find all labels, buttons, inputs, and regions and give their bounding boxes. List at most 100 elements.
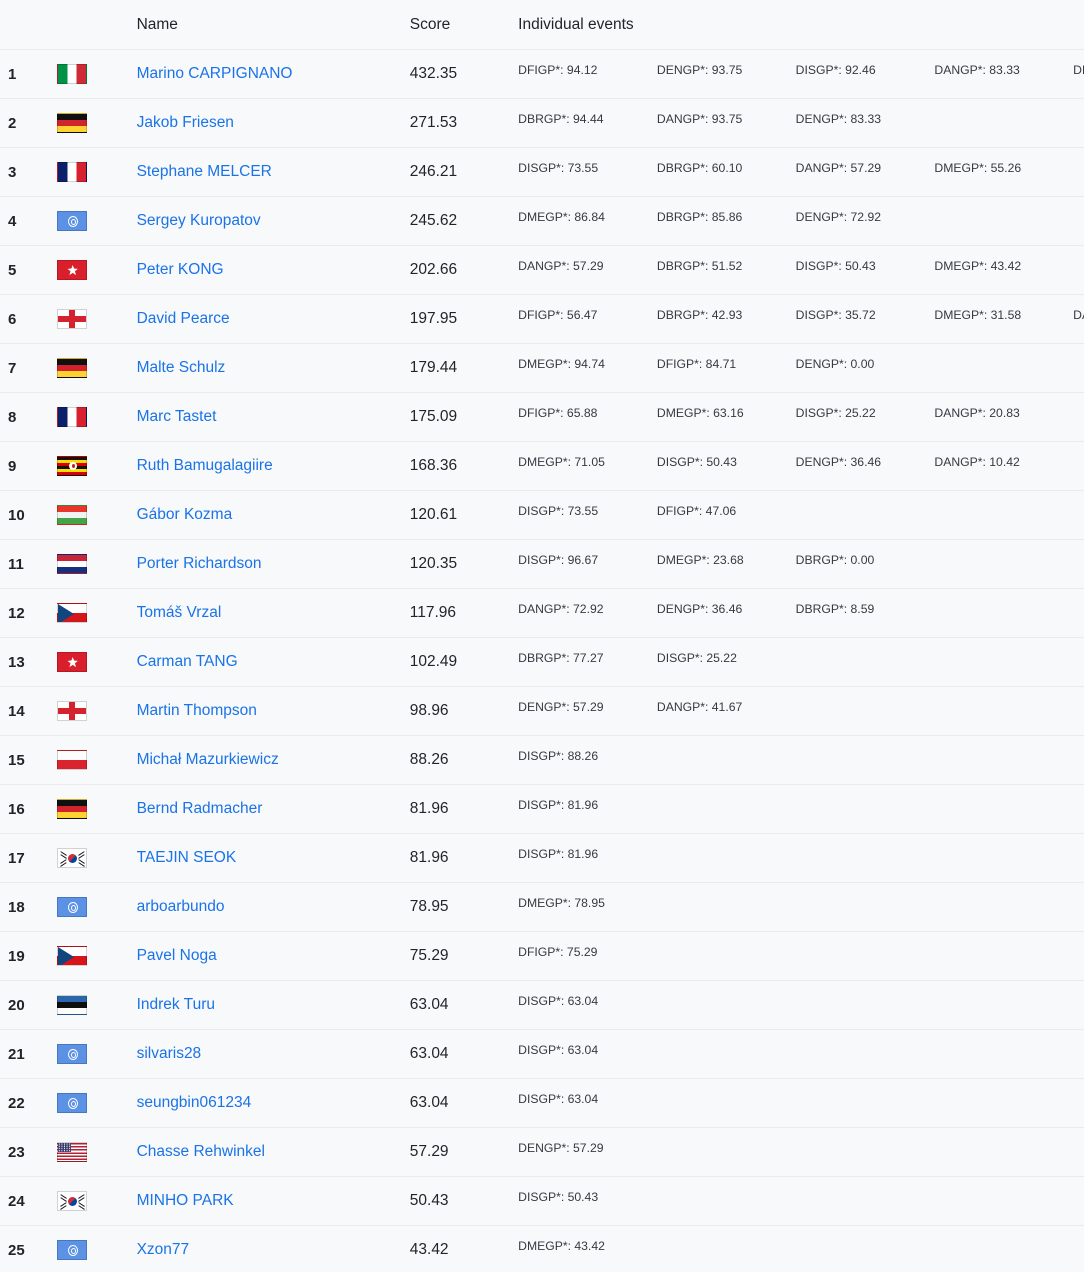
table-row: 8 Marc Tastet 175.09 DFIGP*: 65.88 DMEGP*: 6… <box>0 392 1084 442</box>
player-name-cell[interactable]: Tomáš Vrzal <box>136 588 410 638</box>
player-name-link[interactable]: Porter Richardson <box>136 555 262 572</box>
player-name-cell[interactable]: silvaris28 <box>136 1029 410 1079</box>
player-name-cell[interactable]: Sergey Kuropatov <box>136 196 410 246</box>
player-name-link[interactable]: Stephane MELCER <box>136 163 272 180</box>
player-name-link[interactable]: arboarbundo <box>136 898 225 915</box>
player-name-cell[interactable]: TAEJIN SEOK <box>136 833 410 883</box>
flag-cell <box>54 98 137 148</box>
player-name-cell[interactable]: Stephane MELCER <box>136 147 410 197</box>
flag-cell <box>54 392 137 442</box>
individual-event-cell: DANGP*: 57.29 <box>518 245 657 295</box>
individual-event-cell <box>656 882 796 932</box>
individual-event-cell <box>795 686 935 736</box>
flag-cell <box>54 245 137 295</box>
player-name-cell[interactable]: MINHO PARK <box>136 1176 410 1226</box>
individual-event-cell <box>1073 1078 1084 1128</box>
south-korea-flag <box>57 1191 88 1211</box>
player-name-link[interactable]: Martin Thompson <box>136 702 257 719</box>
rank-cell: 22 <box>0 1078 55 1128</box>
player-name-link[interactable]: Marino CARPIGNANO <box>136 65 293 82</box>
flag-cell <box>54 882 137 932</box>
player-name-cell[interactable]: seungbin061234 <box>136 1078 410 1128</box>
player-name-cell[interactable]: arboarbundo <box>136 882 410 932</box>
table-row: 13 Carman TANG 102.49 DBRGP*: 77.27 DISGP*: … <box>0 637 1084 687</box>
rank-cell: 7 <box>0 343 55 393</box>
individual-event-cell: DISGP*: 63.04 <box>518 1078 657 1128</box>
individual-event-cell: DISGP*: 88.26 <box>518 735 657 785</box>
table-row: 1 Marino CARPIGNANO 432.35 DFIGP*: 94.12 DEN… <box>0 49 1084 99</box>
player-name-cell[interactable]: Ruth Bamugalagiire <box>136 441 410 491</box>
player-name-link[interactable]: Malte Schulz <box>136 359 226 376</box>
table-row: 7 Malte Schulz 179.44 DMEGP*: 94.74 DFIGP*: … <box>0 343 1084 393</box>
individual-event-cell: DANGP*: 31.25 <box>1073 294 1084 344</box>
player-name-cell[interactable]: Malte Schulz <box>136 343 410 393</box>
rank-cell: 3 <box>0 147 55 197</box>
player-name-link[interactable]: Ruth Bamugalagiire <box>136 457 273 474</box>
player-name-cell[interactable]: Xzon77 <box>136 1225 410 1272</box>
rank-cell: 11 <box>0 539 55 589</box>
player-name-link[interactable]: Peter KONG <box>136 261 224 278</box>
player-name-cell[interactable]: Porter Richardson <box>136 539 410 589</box>
player-name-link[interactable]: David Pearce <box>136 310 230 327</box>
player-name-cell[interactable]: Michał Mazurkiewicz <box>136 735 410 785</box>
player-name-cell[interactable]: Chasse Rehwinkel <box>136 1127 410 1177</box>
player-name-link[interactable]: TAEJIN SEOK <box>136 849 237 866</box>
table-row: 11 Porter Richardson 120.35 DISGP*: 96.67 DM… <box>0 539 1084 589</box>
individual-event-cell: DFIGP*: 94.12 <box>518 49 657 99</box>
individual-event-cell <box>656 833 796 883</box>
player-name-link[interactable]: Michał Mazurkiewicz <box>136 751 279 768</box>
united-states-flag <box>57 1142 88 1162</box>
table-row: 17 TAEJIN SEOK 81.96 DISGP*: 81.96 <box>0 833 1084 883</box>
rank-cell: 8 <box>0 392 55 442</box>
player-name-cell[interactable]: Marino CARPIGNANO <box>136 49 410 99</box>
rank-cell: 12 <box>0 588 55 638</box>
player-name-cell[interactable]: David Pearce <box>136 294 410 344</box>
table-row: 4 Sergey Kuropatov 245.62 DMEGP*: 86.84 DBRG… <box>0 196 1084 246</box>
player-name-cell[interactable]: Indrek Turu <box>136 980 410 1030</box>
player-name-cell[interactable]: Pavel Noga <box>136 931 410 981</box>
flag-cell <box>54 980 137 1030</box>
player-name-link[interactable]: Tomáš Vrzal <box>136 604 222 621</box>
player-name-link[interactable]: Jakob Friesen <box>136 114 234 131</box>
score-cell: 246.21 <box>409 147 519 197</box>
player-name-link[interactable]: Chasse Rehwinkel <box>136 1143 265 1160</box>
rank-cell: 1 <box>0 49 55 99</box>
individual-event-cell: DBRGP*: 51.52 <box>656 245 796 295</box>
player-name-link[interactable]: Bernd Radmacher <box>136 800 263 817</box>
individual-event-cell: DISGP*: 81.96 <box>518 784 657 834</box>
player-name-cell[interactable]: Carman TANG <box>136 637 410 687</box>
player-name-link[interactable]: seungbin061234 <box>136 1094 252 1111</box>
individual-event-cell <box>934 343 1074 393</box>
individual-event-cell <box>795 1225 935 1272</box>
player-name-cell[interactable]: Gábor Kozma <box>136 490 410 540</box>
individual-event-cell: DISGP*: 73.55 <box>518 490 657 540</box>
score-cell: 63.04 <box>409 1078 519 1128</box>
united-nations-flag <box>57 1093 88 1113</box>
player-name-cell[interactable]: Jakob Friesen <box>136 98 410 148</box>
flag-cell <box>54 588 137 638</box>
rank-cell: 10 <box>0 490 55 540</box>
player-name-cell[interactable]: Marc Tastet <box>136 392 410 442</box>
player-name-link[interactable]: Gábor Kozma <box>136 506 233 523</box>
united-nations-flag <box>57 1240 88 1260</box>
score-cell: 175.09 <box>409 392 519 442</box>
player-name-cell[interactable]: Martin Thompson <box>136 686 410 736</box>
individual-event-cell: DISGP*: 50.43 <box>795 245 935 295</box>
player-name-cell[interactable]: Peter KONG <box>136 245 410 295</box>
player-name-link[interactable]: silvaris28 <box>136 1045 202 1062</box>
player-name-link[interactable]: Pavel Noga <box>136 947 217 964</box>
player-name-link[interactable]: Marc Tastet <box>136 408 217 425</box>
player-name-cell[interactable]: Bernd Radmacher <box>136 784 410 834</box>
individual-event-cell <box>934 1029 1074 1079</box>
player-name-link[interactable]: Xzon77 <box>136 1241 190 1258</box>
player-name-link[interactable]: Indrek Turu <box>136 996 215 1013</box>
rank-cell: 9 <box>0 441 55 491</box>
player-name-link[interactable]: MINHO PARK <box>136 1192 234 1209</box>
player-name-link[interactable]: Sergey Kuropatov <box>136 212 261 229</box>
table-row: 16 Bernd Radmacher 81.96 DISGP*: 81.96 <box>0 784 1084 834</box>
individual-event-cell <box>934 490 1074 540</box>
flag-cell <box>54 294 137 344</box>
player-name-link[interactable]: Carman TANG <box>136 653 238 670</box>
table-row: 21 silvaris28 63.04 DISGP*: 63.04 <box>0 1029 1084 1079</box>
